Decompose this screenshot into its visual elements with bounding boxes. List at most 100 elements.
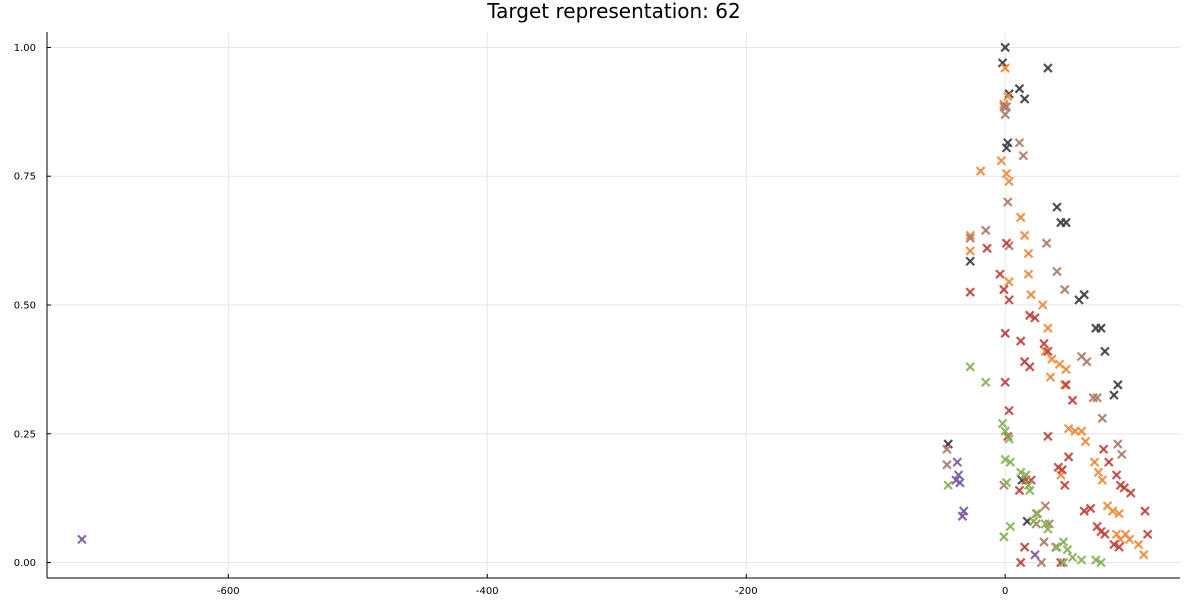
data-point-purple bbox=[955, 477, 965, 488]
data-point-green bbox=[965, 362, 976, 372]
data-point-red bbox=[1039, 338, 1049, 349]
data-point-red bbox=[1061, 380, 1071, 390]
data-point-tan bbox=[1097, 413, 1108, 424]
data-point-orange bbox=[965, 230, 976, 241]
data-point-red bbox=[982, 243, 992, 254]
data-point-red bbox=[1004, 295, 1014, 305]
data-point-orange bbox=[1026, 289, 1036, 300]
data-point-red bbox=[1000, 328, 1010, 339]
data-point-green bbox=[1004, 434, 1014, 444]
data-point-green bbox=[1005, 521, 1016, 532]
data-point-dark bbox=[1100, 346, 1110, 357]
data-point-tan bbox=[1018, 150, 1029, 161]
point-layer bbox=[77, 42, 1153, 568]
data-point-green bbox=[1000, 426, 1010, 436]
data-point-red bbox=[1019, 542, 1030, 552]
data-point-green bbox=[1067, 552, 1078, 563]
data-point-purple bbox=[952, 457, 963, 467]
data-point-orange bbox=[1019, 230, 1030, 241]
data-point-purple bbox=[77, 534, 87, 545]
x-tick-label: -400 bbox=[476, 586, 499, 597]
data-point-red bbox=[1030, 313, 1040, 323]
data-point-tan bbox=[1041, 238, 1052, 248]
data-point-orange bbox=[1076, 426, 1087, 436]
data-point-red bbox=[1114, 542, 1124, 552]
data-point-red bbox=[995, 269, 1005, 279]
data-point-green bbox=[1005, 457, 1016, 467]
y-tick-label: 0.75 bbox=[14, 172, 36, 183]
data-point-green bbox=[1076, 555, 1087, 565]
data-point-orange bbox=[1023, 248, 1034, 259]
data-point-tan bbox=[1088, 392, 1099, 403]
data-point-red bbox=[1142, 529, 1153, 539]
data-point-green bbox=[1062, 544, 1073, 555]
data-point-tan bbox=[1081, 356, 1092, 367]
data-point-green bbox=[1021, 470, 1031, 480]
data-point-green bbox=[1032, 508, 1043, 519]
data-point-orange bbox=[975, 166, 986, 176]
data-point-orange bbox=[1023, 269, 1034, 279]
data-point-orange bbox=[1047, 354, 1057, 364]
data-point-orange bbox=[1061, 364, 1071, 375]
data-point-red bbox=[1015, 557, 1026, 568]
data-point-dark bbox=[1061, 217, 1071, 228]
x-tick-label: -200 bbox=[735, 586, 758, 597]
data-point-red bbox=[1104, 457, 1114, 467]
grid-layer bbox=[47, 32, 1180, 578]
data-point-red bbox=[1025, 362, 1035, 372]
data-point-green bbox=[1040, 519, 1051, 529]
data-point-orange bbox=[1080, 436, 1091, 447]
data-point-red bbox=[1000, 377, 1010, 388]
data-point-red bbox=[1001, 238, 1012, 248]
data-point-green bbox=[1043, 524, 1053, 534]
data-point-orange bbox=[1124, 534, 1135, 545]
data-point-tan bbox=[1003, 197, 1013, 207]
data-point-dark bbox=[1019, 94, 1030, 104]
data-point-tan bbox=[942, 459, 952, 470]
data-point-red bbox=[1140, 506, 1150, 516]
y-tick-label: 1.00 bbox=[14, 43, 36, 54]
data-point-green bbox=[1028, 516, 1039, 527]
data-point-tan bbox=[942, 444, 952, 455]
data-point-dark bbox=[1043, 63, 1053, 73]
data-point-tan bbox=[1039, 537, 1049, 547]
data-point-red bbox=[1014, 485, 1025, 496]
data-point-orange bbox=[965, 246, 976, 256]
data-point-red bbox=[999, 284, 1009, 295]
data-point-dark bbox=[1014, 83, 1025, 94]
data-point-orange bbox=[1001, 168, 1012, 179]
data-point-tan bbox=[1040, 501, 1051, 511]
data-point-green bbox=[1052, 542, 1062, 552]
x-tick-label: 0 bbox=[1002, 586, 1008, 597]
data-point-tan bbox=[1001, 101, 1012, 112]
data-point-orange bbox=[1015, 212, 1026, 223]
data-point-orange bbox=[1000, 63, 1010, 73]
data-point-dark bbox=[965, 256, 976, 266]
data-point-tan bbox=[1052, 266, 1062, 277]
data-point-tan bbox=[1000, 109, 1010, 120]
data-point-tan bbox=[999, 101, 1009, 112]
data-point-green bbox=[980, 377, 991, 388]
data-point-red bbox=[1085, 503, 1096, 514]
data-point-red bbox=[1043, 431, 1053, 442]
data-point-red bbox=[1004, 405, 1014, 416]
data-point-dark bbox=[997, 58, 1008, 68]
data-point-orange bbox=[1138, 550, 1149, 560]
x-tick-label: -600 bbox=[217, 586, 240, 597]
data-point-green bbox=[1015, 467, 1026, 478]
data-point-red bbox=[1057, 465, 1067, 475]
data-point-tan bbox=[965, 233, 976, 243]
y-tick-label: 0.25 bbox=[14, 429, 36, 440]
data-point-dark bbox=[1000, 42, 1010, 53]
data-point-tan bbox=[1014, 137, 1025, 148]
data-point-purple bbox=[957, 511, 968, 521]
data-point-red bbox=[1126, 488, 1136, 498]
data-point-orange bbox=[1114, 508, 1124, 519]
data-point-red bbox=[1063, 452, 1074, 462]
data-point-purple bbox=[1030, 550, 1040, 560]
y-tick-label: 0.50 bbox=[14, 301, 36, 312]
data-point-green bbox=[1025, 485, 1035, 496]
data-point-orange bbox=[1003, 91, 1013, 102]
data-point-red bbox=[1043, 346, 1053, 357]
data-point-red bbox=[1079, 506, 1089, 516]
